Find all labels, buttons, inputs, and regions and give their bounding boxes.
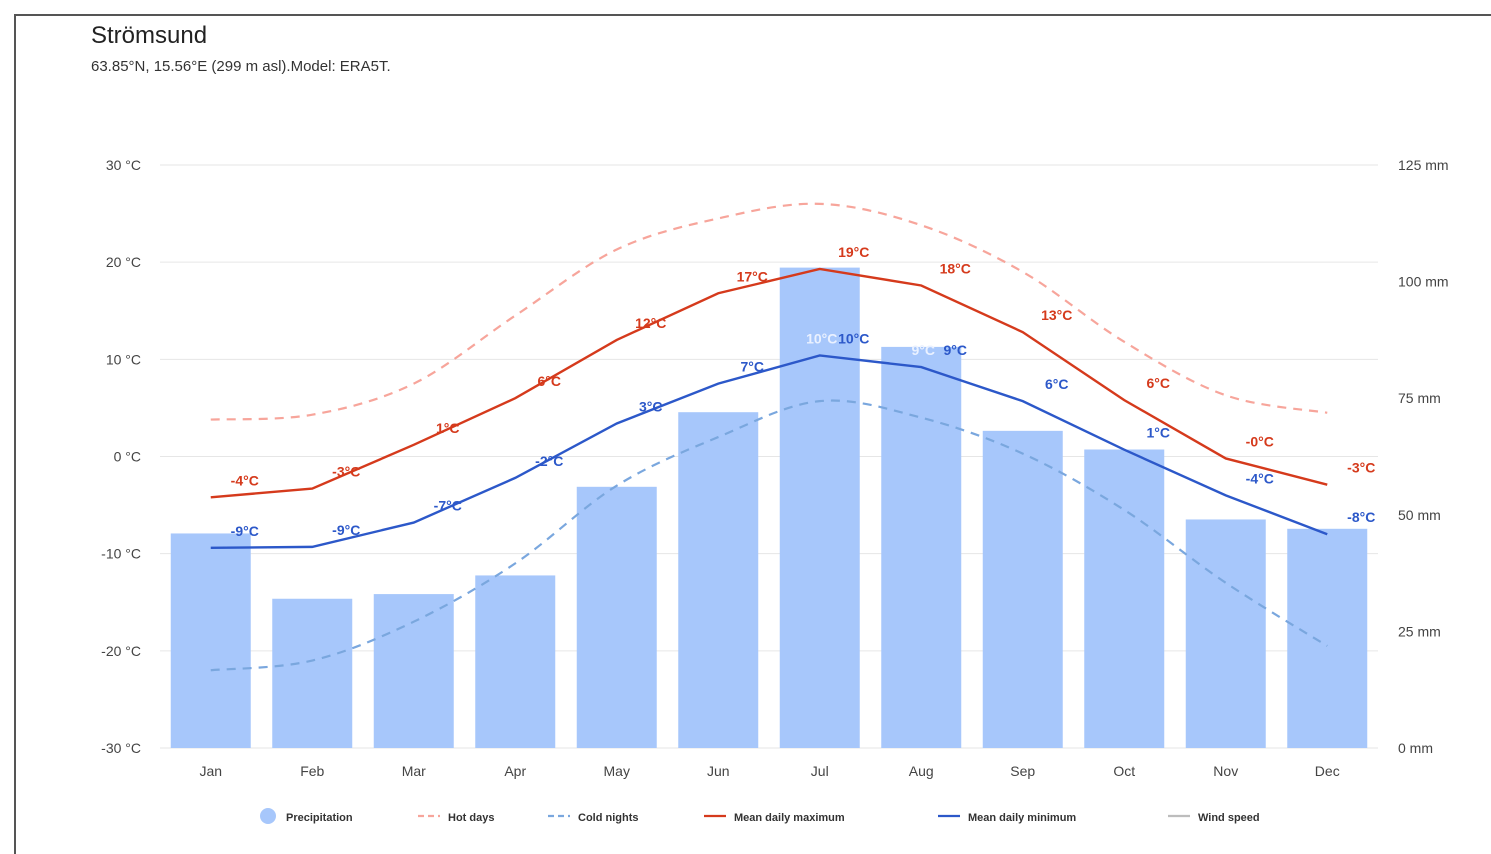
max-data-label: 17°C	[737, 268, 768, 284]
y-left-tick-label: 10 °C	[106, 351, 141, 367]
min-data-label: 6°C	[1045, 376, 1069, 392]
y-right-tick-label: 25 mm	[1398, 623, 1441, 639]
max-data-label: 6°C	[538, 373, 562, 389]
precipitation-bar	[982, 430, 1063, 748]
max-data-label: 19°C	[838, 244, 869, 260]
x-tick-label: Jul	[811, 763, 829, 779]
precipitation-bar	[678, 412, 759, 748]
chart-title: Strömsund	[91, 22, 208, 49]
y-left-tick-label: 30 °C	[106, 157, 141, 173]
x-tick-label: Mar	[402, 763, 426, 779]
y-left-tick-label: 0 °C	[114, 449, 141, 465]
cold-nights-line	[210, 399, 1328, 672]
legend-label: Precipitation	[286, 812, 353, 824]
legend-label: Mean daily minimum	[968, 812, 1076, 824]
y-left-tick-label: -30 °C	[101, 740, 141, 756]
x-tick-label: Oct	[1113, 763, 1135, 779]
min-data-label: -9°C	[231, 523, 259, 539]
y-left-tick-label: 20 °C	[106, 254, 141, 270]
precipitation-bar	[1185, 519, 1266, 748]
precipitation-bar	[373, 594, 454, 748]
legend-precipitation-marker	[260, 808, 276, 824]
min-data-label: 1°C	[1147, 425, 1171, 441]
max-data-label: 12°C	[635, 315, 666, 331]
legend-label: Cold nights	[578, 812, 639, 824]
precipitation-bar	[1084, 449, 1165, 748]
min-data-label: -7°C	[434, 498, 462, 514]
y-right-tick-label: 125 mm	[1398, 157, 1449, 173]
legend-label: Hot days	[448, 812, 494, 824]
precipitation-bar	[779, 267, 860, 748]
max-data-label: 13°C	[1041, 307, 1072, 323]
min-data-label: -4°C	[1246, 470, 1274, 486]
legend-label: Mean daily maximum	[734, 812, 845, 824]
legend-label: Wind speed	[1198, 812, 1260, 824]
precipitation-bar	[881, 346, 962, 748]
mean-max-line	[210, 267, 1328, 499]
precipitation-bar	[170, 533, 251, 748]
x-tick-label: Dec	[1315, 763, 1340, 779]
x-tick-label: Sep	[1010, 763, 1035, 779]
max-data-label: 18°C	[940, 260, 971, 276]
x-tick-label: Jun	[707, 763, 730, 779]
max-data-label: -3°C	[332, 464, 360, 480]
max-data-label: 1°C	[436, 420, 460, 436]
y-right-tick-label: 75 mm	[1398, 390, 1441, 406]
extra-data-label: 10°C	[806, 330, 837, 346]
min-data-label: -9°C	[332, 522, 360, 538]
y-right-tick-label: 0 mm	[1398, 740, 1433, 756]
mean-min-line	[210, 354, 1328, 550]
precipitation-bar	[475, 575, 556, 748]
y-left-tick-label: -20 °C	[101, 643, 141, 659]
min-data-label: -8°C	[1347, 509, 1375, 525]
y-left-tick-label: -10 °C	[101, 546, 141, 562]
y-right-tick-label: 100 mm	[1398, 274, 1449, 290]
chart-frame	[14, 14, 1491, 854]
x-tick-label: Aug	[909, 763, 934, 779]
x-tick-label: May	[604, 763, 630, 779]
max-data-label: -0°C	[1246, 433, 1274, 449]
chart-subtitle: 63.85°N, 15.56°E (299 m asl).Model: ERA5…	[91, 58, 391, 75]
y-right-tick-label: 50 mm	[1398, 507, 1441, 523]
x-tick-label: Jan	[199, 763, 222, 779]
precipitation-bar	[1287, 528, 1368, 748]
x-tick-label: Nov	[1213, 763, 1238, 779]
min-data-label: -2°C	[535, 453, 563, 469]
extra-data-label: 9°C	[912, 342, 936, 358]
min-data-label: 7°C	[741, 359, 765, 375]
max-data-label: -3°C	[1347, 460, 1375, 476]
min-data-label: 10°C	[838, 330, 869, 346]
x-tick-label: Feb	[300, 763, 324, 779]
max-data-label: 6°C	[1147, 375, 1171, 391]
max-data-label: -4°C	[231, 472, 259, 488]
precipitation-bar	[272, 598, 353, 748]
min-data-label: 3°C	[639, 398, 663, 414]
min-data-label: 9°C	[944, 342, 968, 358]
x-tick-label: Apr	[504, 763, 526, 779]
precipitation-bar	[576, 486, 657, 748]
